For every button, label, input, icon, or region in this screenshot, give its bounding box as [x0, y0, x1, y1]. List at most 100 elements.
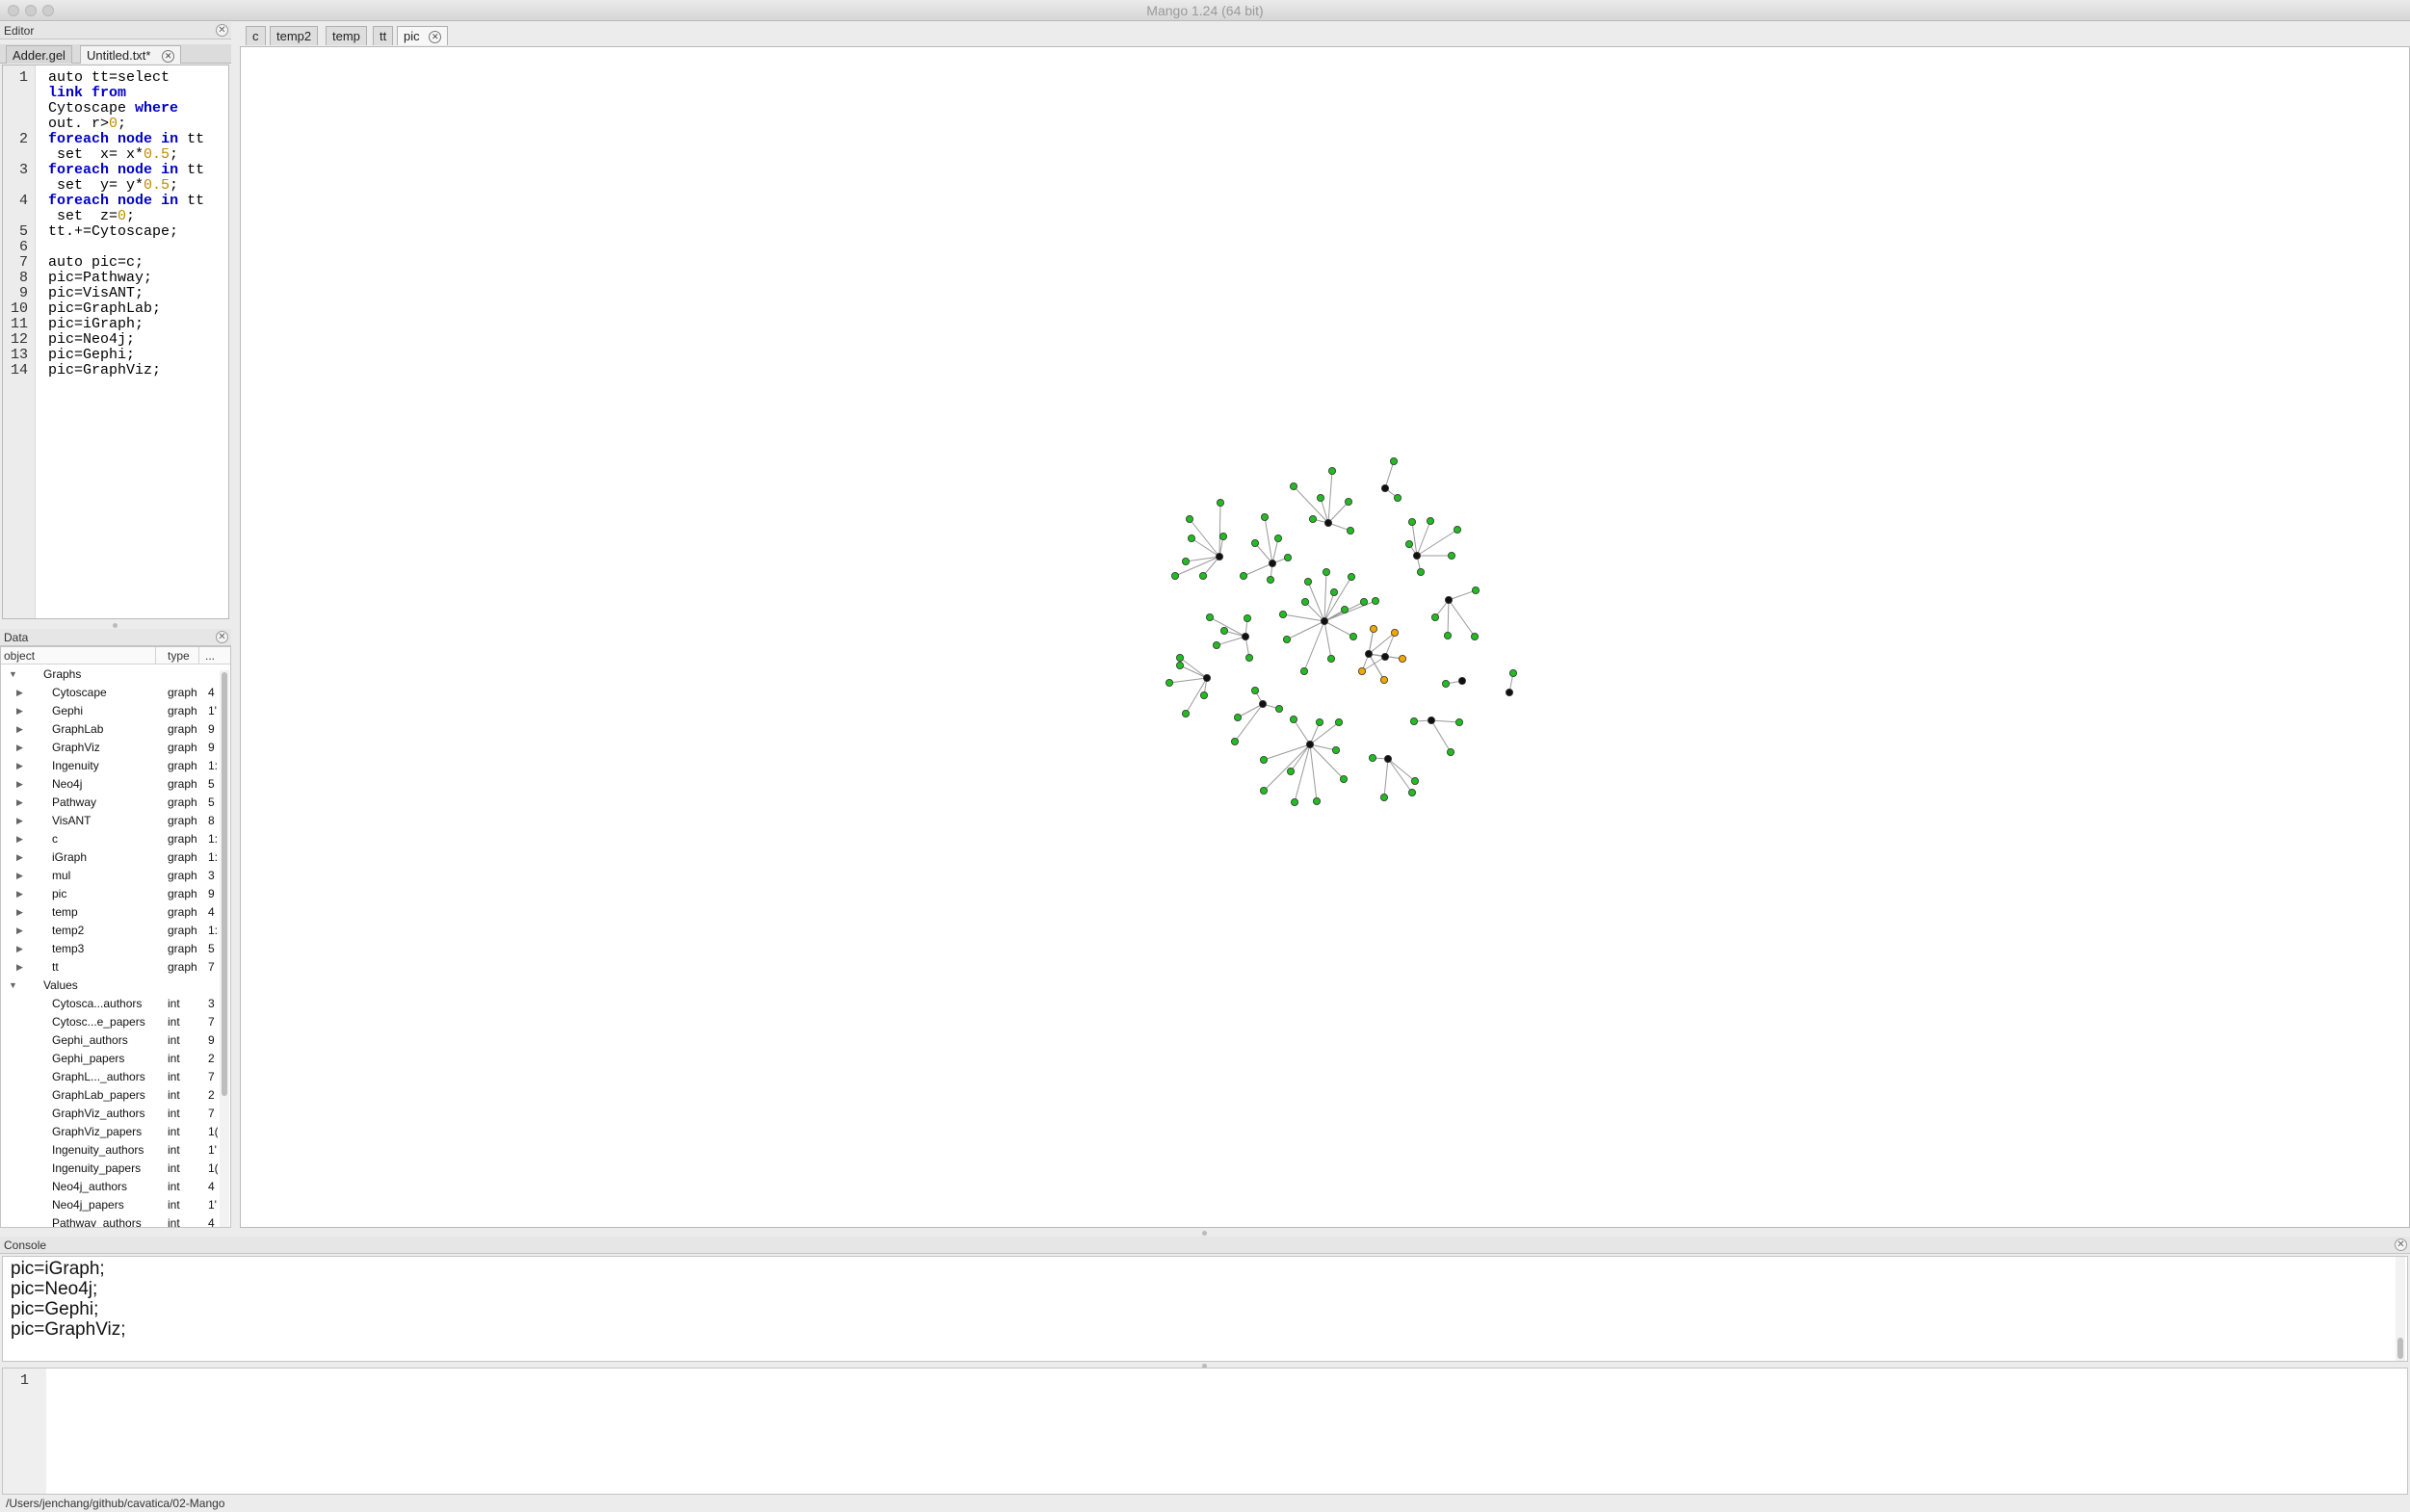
graph-leaf-node[interactable]	[1171, 572, 1180, 581]
tree-item[interactable]: ▶ tt graph 7	[1, 958, 221, 977]
graph-leaf-node[interactable]	[1244, 614, 1252, 623]
graph-leaf-node[interactable]	[1509, 669, 1518, 678]
tree-item[interactable]: ▶ mul graph 3	[1, 867, 221, 885]
tree-item[interactable]: ▶ GraphLab graph 9	[1, 720, 221, 739]
graph-leaf-node[interactable]	[1261, 512, 1270, 521]
graph-leaf-node[interactable]	[1200, 691, 1209, 700]
graph-leaf-node[interactable]	[1348, 573, 1356, 582]
disclosure-closed-icon[interactable]: ▶	[16, 889, 23, 899]
close-tab-icon[interactable]: ✕	[162, 50, 175, 64]
disclosure-closed-icon[interactable]: ▶	[16, 797, 23, 807]
graph-leaf-node[interactable]	[1472, 587, 1480, 595]
graph-hub-node[interactable]	[1413, 552, 1422, 560]
graph-hub-node[interactable]	[1458, 677, 1467, 686]
graph-leaf-node[interactable]	[1186, 514, 1194, 523]
graph-leaf-node[interactable]	[1341, 606, 1349, 614]
graph-leaf-node[interactable]	[1304, 578, 1313, 587]
tree-item[interactable]: GraphViz_authors int 7	[1, 1105, 221, 1123]
graph-leaf-node[interactable]	[1231, 738, 1240, 746]
data-scrollbar-thumb[interactable]	[222, 672, 227, 1096]
graph-leaf-node[interactable]	[1240, 572, 1248, 581]
graph-leaf-node[interactable]	[1275, 705, 1284, 714]
graph-leaf-node[interactable]	[1447, 748, 1455, 757]
graph-leaf-node[interactable]	[1410, 717, 1419, 726]
graph-hub-node[interactable]	[1306, 741, 1315, 749]
close-icon[interactable]: ✕	[2395, 1238, 2407, 1251]
column-object[interactable]: object	[4, 649, 36, 663]
disclosure-closed-icon[interactable]: ▶	[16, 907, 23, 917]
graph-hub-node[interactable]	[1259, 700, 1268, 709]
splitter-handle[interactable]	[1202, 1231, 1207, 1236]
zoom-window-button[interactable]	[42, 5, 54, 16]
graph-leaf-node[interactable]	[1176, 654, 1185, 663]
network-graph[interactable]	[241, 47, 2410, 1229]
tree-item[interactable]: ▶ temp graph 4	[1, 903, 221, 922]
graph-leaf-node[interactable]	[1369, 754, 1377, 763]
disclosure-closed-icon[interactable]: ▶	[16, 724, 23, 734]
graph-leaf-node[interactable]	[1431, 613, 1440, 622]
graph-hub-node[interactable]	[1445, 596, 1454, 605]
graph-leaf-node[interactable]	[1330, 588, 1339, 597]
graph-hub-node[interactable]	[1384, 755, 1393, 764]
graph-leaf-node[interactable]	[1340, 775, 1349, 784]
graph-leaf-node[interactable]	[1290, 482, 1298, 490]
graph-highlight-node[interactable]	[1358, 667, 1367, 676]
graph-leaf-node[interactable]	[1217, 498, 1225, 507]
console-scrollbar-thumb[interactable]	[2397, 1338, 2403, 1359]
graph-tab-pic[interactable]: pic ✕	[397, 26, 449, 45]
graph-leaf-node[interactable]	[1328, 466, 1337, 475]
graph-leaf-node[interactable]	[1394, 493, 1402, 502]
tree-item[interactable]: ▶ Pathway graph 5	[1, 794, 221, 812]
tree-group-values[interactable]: ▼ Values	[1, 977, 221, 995]
graph-hub-node[interactable]	[1203, 674, 1212, 683]
tree-group-graphs[interactable]: ▼ Graphs	[1, 665, 221, 684]
console-scrollbar[interactable]	[2396, 1257, 2405, 1361]
tree-item[interactable]: ▶ pic graph 9	[1, 885, 221, 903]
disclosure-closed-icon[interactable]: ▶	[16, 852, 23, 862]
tree-item[interactable]: Gephi_papers int 2	[1, 1050, 221, 1068]
graph-leaf-node[interactable]	[1287, 768, 1296, 776]
graph-leaf-node[interactable]	[1345, 497, 1353, 506]
graph-leaf-node[interactable]	[1408, 789, 1417, 797]
graph-leaf-node[interactable]	[1283, 636, 1292, 644]
disclosure-closed-icon[interactable]: ▶	[16, 962, 23, 972]
splitter-handle[interactable]	[113, 623, 118, 628]
graph-leaf-node[interactable]	[1219, 532, 1228, 540]
graph-leaf-node[interactable]	[1213, 641, 1221, 650]
tree-item[interactable]: Ingenuity_authors int 1'	[1, 1141, 221, 1160]
graph-tab-temp2[interactable]: temp2	[270, 26, 319, 45]
graph-leaf-node[interactable]	[1313, 797, 1322, 806]
graph-leaf-node[interactable]	[1332, 746, 1341, 755]
tree-item[interactable]: Ingenuity_papers int 1(	[1, 1160, 221, 1178]
graph-highlight-node[interactable]	[1380, 676, 1389, 685]
graph-leaf-node[interactable]	[1360, 598, 1369, 607]
code-editor[interactable]: 1 auto tt=select link from Cytoscape where o…	[2, 65, 229, 619]
data-scrollbar[interactable]	[220, 670, 229, 1227]
graph-leaf-node[interactable]	[1309, 514, 1318, 523]
graph-hub-node[interactable]	[1506, 689, 1514, 697]
tree-item[interactable]: ▶ Gephi graph 1'	[1, 702, 221, 720]
graph-leaf-node[interactable]	[1323, 568, 1331, 577]
graph-leaf-node[interactable]	[1417, 568, 1426, 577]
graph-leaf-node[interactable]	[1454, 525, 1462, 534]
graph-hub-node[interactable]	[1269, 560, 1277, 568]
graph-leaf-node[interactable]	[1316, 718, 1324, 727]
graph-leaf-node[interactable]	[1455, 718, 1464, 727]
tree-item[interactable]: ▶ temp2 graph 1:	[1, 922, 221, 940]
graph-leaf-node[interactable]	[1251, 687, 1260, 695]
tree-item[interactable]: ▶ Cytoscape graph 4	[1, 684, 221, 702]
graph-leaf-node[interactable]	[1380, 794, 1389, 802]
graph-leaf-node[interactable]	[1317, 493, 1325, 502]
graph-leaf-node[interactable]	[1274, 534, 1283, 542]
graph-hub-node[interactable]	[1428, 717, 1436, 725]
tree-item[interactable]: Pathway_authors int 4	[1, 1214, 221, 1227]
disclosure-closed-icon[interactable]: ▶	[16, 834, 23, 844]
graph-leaf-node[interactable]	[1267, 576, 1275, 585]
tree-item[interactable]: ▶ Ingenuity graph 1:	[1, 757, 221, 775]
column-extra[interactable]: ...	[205, 649, 216, 663]
graph-leaf-node[interactable]	[1260, 756, 1269, 765]
graph-leaf-node[interactable]	[1260, 787, 1269, 795]
tree-item[interactable]: Neo4j_authors int 4	[1, 1178, 221, 1196]
graph-tab-tt[interactable]: tt	[373, 26, 394, 45]
tree-item[interactable]: ▶ VisANT graph 8	[1, 812, 221, 830]
